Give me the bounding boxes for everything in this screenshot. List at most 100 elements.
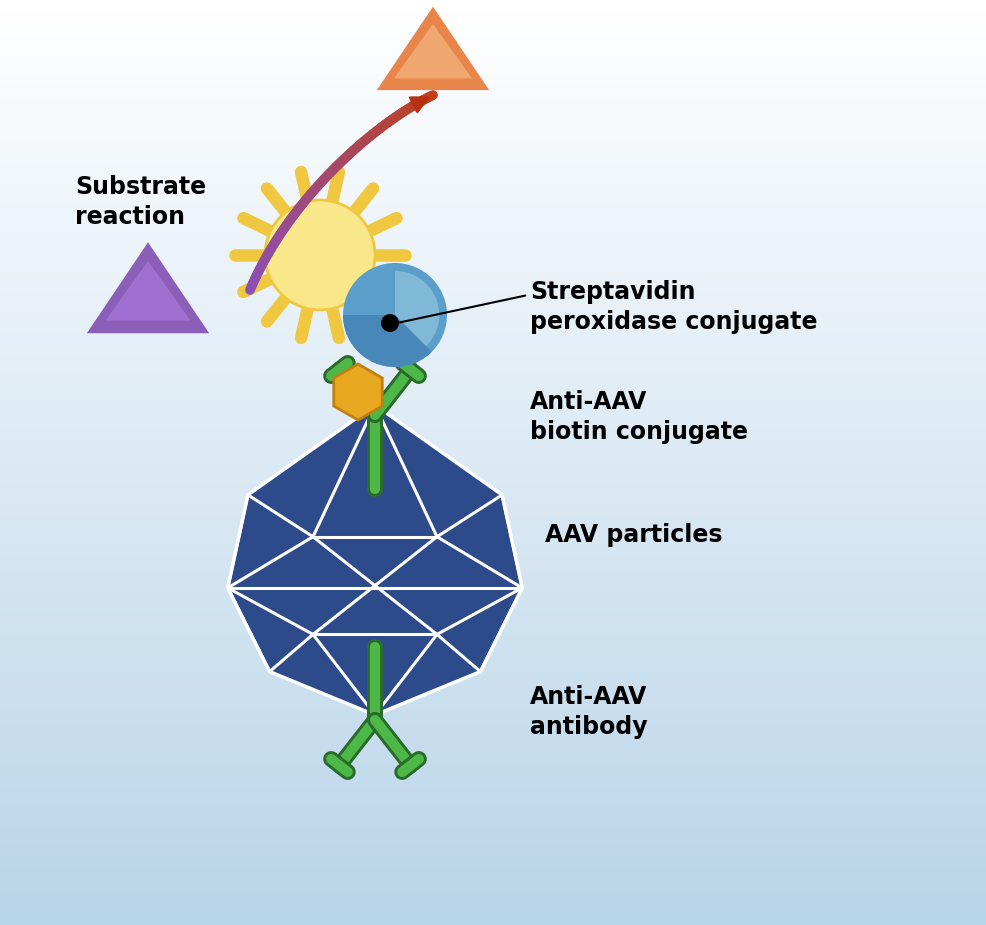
Bar bbox=[0, 617, 986, 621]
Bar bbox=[0, 432, 986, 436]
Bar bbox=[0, 416, 986, 420]
Bar bbox=[0, 308, 986, 313]
Bar bbox=[0, 182, 986, 186]
Bar bbox=[0, 330, 986, 334]
Bar bbox=[0, 428, 986, 433]
Bar bbox=[0, 758, 986, 762]
Bar bbox=[0, 586, 986, 590]
Bar bbox=[0, 576, 986, 581]
Bar bbox=[0, 333, 986, 337]
Bar bbox=[0, 863, 986, 868]
Bar bbox=[0, 139, 986, 142]
Circle shape bbox=[343, 263, 447, 367]
Bar bbox=[0, 842, 986, 845]
Bar bbox=[0, 379, 986, 383]
Bar bbox=[0, 164, 986, 167]
Bar bbox=[0, 484, 986, 488]
Bar bbox=[0, 500, 986, 503]
Bar bbox=[0, 176, 986, 179]
Bar bbox=[0, 811, 986, 815]
Bar bbox=[0, 490, 986, 494]
Bar bbox=[0, 922, 986, 925]
Bar bbox=[0, 534, 986, 537]
Bar bbox=[0, 296, 986, 300]
Bar bbox=[0, 817, 986, 821]
Polygon shape bbox=[228, 405, 523, 715]
Bar bbox=[0, 25, 986, 29]
Bar bbox=[0, 469, 986, 473]
Bar bbox=[0, 123, 986, 128]
Bar bbox=[0, 444, 986, 448]
Bar bbox=[0, 684, 986, 688]
Polygon shape bbox=[377, 6, 489, 90]
Bar bbox=[0, 629, 986, 633]
Bar bbox=[0, 111, 986, 115]
Bar bbox=[0, 635, 986, 639]
Wedge shape bbox=[343, 315, 432, 367]
Bar bbox=[0, 382, 986, 387]
Bar bbox=[0, 265, 986, 269]
Bar bbox=[0, 854, 986, 858]
Bar bbox=[0, 12, 986, 17]
Bar bbox=[0, 561, 986, 565]
Bar bbox=[0, 845, 986, 849]
Bar bbox=[0, 210, 986, 214]
Bar bbox=[0, 453, 986, 457]
Bar bbox=[0, 321, 986, 325]
Bar bbox=[0, 715, 986, 720]
Bar bbox=[0, 28, 986, 31]
Bar bbox=[0, 839, 986, 843]
Bar bbox=[0, 552, 986, 556]
Bar bbox=[0, 786, 986, 790]
Bar bbox=[0, 919, 986, 923]
Bar bbox=[0, 876, 986, 880]
Bar bbox=[0, 345, 986, 350]
Bar bbox=[0, 506, 986, 510]
Bar bbox=[0, 256, 986, 260]
Wedge shape bbox=[395, 271, 439, 359]
Bar bbox=[0, 395, 986, 399]
Bar bbox=[0, 74, 986, 78]
Bar bbox=[0, 675, 986, 679]
Bar bbox=[0, 549, 986, 553]
Text: Substrate
reaction: Substrate reaction bbox=[75, 175, 206, 228]
Bar bbox=[0, 0, 986, 4]
Bar bbox=[0, 219, 986, 223]
Bar bbox=[0, 604, 986, 609]
Bar bbox=[0, 543, 986, 547]
Bar bbox=[0, 872, 986, 877]
Bar bbox=[0, 734, 986, 738]
Bar bbox=[0, 201, 986, 204]
Text: Streptavidin
peroxidase conjugate: Streptavidin peroxidase conjugate bbox=[530, 280, 817, 334]
Bar bbox=[0, 697, 986, 701]
Bar bbox=[0, 364, 986, 368]
Bar bbox=[0, 179, 986, 183]
Bar bbox=[0, 564, 986, 568]
Bar bbox=[0, 166, 986, 170]
Bar bbox=[0, 284, 986, 288]
Bar bbox=[0, 40, 986, 44]
Bar bbox=[0, 132, 986, 137]
Bar bbox=[0, 830, 986, 833]
Bar bbox=[0, 376, 986, 380]
Bar bbox=[0, 280, 986, 285]
Bar bbox=[0, 814, 986, 818]
Bar bbox=[0, 53, 986, 56]
Bar bbox=[0, 777, 986, 781]
Bar bbox=[0, 83, 986, 87]
Bar bbox=[0, 410, 986, 414]
Bar bbox=[0, 108, 986, 112]
Bar bbox=[0, 324, 986, 327]
Bar bbox=[0, 21, 986, 26]
Bar bbox=[0, 206, 986, 211]
Bar bbox=[0, 894, 986, 898]
Bar bbox=[0, 68, 986, 72]
Bar bbox=[0, 521, 986, 525]
Bar bbox=[0, 398, 986, 401]
Text: Anti-AAV
antibody: Anti-AAV antibody bbox=[530, 685, 648, 739]
Bar bbox=[0, 339, 986, 343]
Bar bbox=[0, 712, 986, 716]
Bar bbox=[0, 117, 986, 121]
Bar bbox=[0, 342, 986, 346]
Bar bbox=[0, 867, 986, 870]
